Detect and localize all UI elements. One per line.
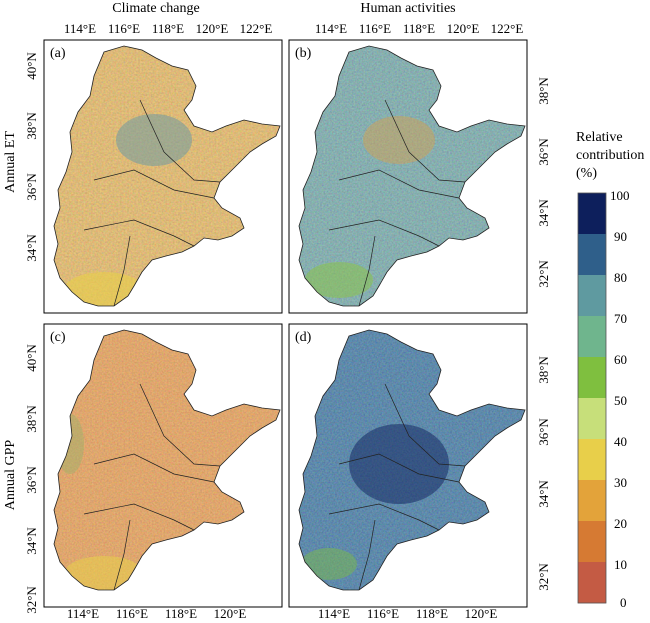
raster-patch [363,116,435,164]
lon-label: 114°E [64,21,96,36]
panel-label: (c) [50,330,66,345]
colorbar-tick: 0 [620,595,627,610]
raster-patch [116,114,192,166]
lon-label: 114°E [318,606,350,621]
lon-label: 118°E [152,21,184,36]
top-lon-labels: 114°E 116°E 118°E 120°E 122°E 114°E 116°… [64,21,523,36]
colorbar-swatch [578,316,606,358]
lon-label: 118°E [165,606,197,621]
colorbar-tick: 100 [610,188,630,203]
colorbar-tick: 50 [614,393,627,408]
panel-label: (d) [295,330,312,345]
lat-label: 36°N [24,173,39,201]
colorbar-tick: 90 [614,229,627,244]
colorbar-swatch [578,357,606,399]
lat-label: 32°N [24,586,39,614]
lat-label: 38°N [536,77,551,105]
right-lat-labels-bottom: 38°N 36°N 34°N 32°N [536,356,551,591]
map-panel-d: (d) [288,323,528,608]
lat-label: 36°N [536,418,551,446]
lon-label: 118°E [416,606,448,621]
province-boundaries [328,99,466,307]
lat-label: 40°N [24,52,39,80]
map-panel-c: (c) [43,323,283,608]
left-lat-labels-bottom: 40°N 38°N 36°N 34°N 32°N [24,344,39,614]
map-panel-b: (b) [288,39,528,314]
panel-label: (b) [295,46,312,61]
lat-label: 40°N [24,344,39,372]
lon-label: 114°E [315,21,347,36]
lon-label: 118°E [403,21,435,36]
lat-label: 36°N [536,138,551,166]
lon-label: 116°E [367,606,399,621]
colorbar-swatch [578,439,606,481]
raster-patch [301,548,357,580]
colorbar-tick: 80 [614,270,627,285]
colorbar-swatch [578,521,606,563]
lon-label: 122°E [491,21,524,36]
bottom-lon-labels: 114°E 116°E 118°E 120°E 114°E 116°E 118°… [67,606,497,621]
raster-patch [305,262,373,298]
lon-label: 116°E [108,21,140,36]
lat-label: 38°N [24,405,39,433]
colorbar-title-line2: contribution [576,148,644,163]
colorbar-swatch [578,275,606,317]
lat-label: 32°N [536,563,551,591]
colorbar-swatch [578,398,606,440]
lat-label: 38°N [24,112,39,140]
province-boundaries [328,383,466,591]
map-panel-a: (a) [43,39,283,314]
column-title-human: Human activities [360,1,455,16]
colorbar-legend: Relative contribution (%) 100 90 80 70 6… [576,130,644,610]
lon-label: 122°E [240,21,273,36]
colorbar-swatch [578,234,606,276]
lat-label: 34°N [536,480,551,508]
colorbar-title-line1: Relative [576,130,623,145]
colorbar-swatch [578,193,606,235]
colorbar-tick: 20 [614,516,627,531]
lon-label: 120°E [465,606,498,621]
province-boundaries [83,383,221,591]
lon-label: 116°E [116,606,148,621]
lat-label: 34°N [536,199,551,227]
row-title-gpp: Annual GPP [3,440,18,511]
colorbar-ticks: 100 90 80 70 60 50 40 30 20 10 0 [610,188,630,610]
colorbar-frame [577,192,607,604]
colorbar-tick: 40 [614,434,627,449]
colorbar-tick: 60 [614,352,627,367]
colorbar-title-line3: (%) [576,166,597,181]
lat-label: 32°N [536,260,551,288]
right-lat-labels-top: 38°N 36°N 34°N 32°N [536,77,551,288]
colorbar-tick: 10 [614,557,627,572]
row-title-et: Annual ET [3,131,18,193]
panel-label: (a) [50,46,66,61]
lon-label: 114°E [67,606,99,621]
lat-label: 36°N [24,466,39,494]
lon-label: 116°E [359,21,391,36]
left-lat-labels-top: 40°N 38°N 36°N 34°N [24,52,39,262]
lat-label: 34°N [24,527,39,555]
colorbar-swatch [578,562,606,604]
colorbar-swatches [577,192,607,604]
province-boundaries [83,99,221,307]
lon-label: 120°E [214,606,247,621]
colorbar-swatch [578,480,606,522]
colorbar-tick: 30 [614,475,627,490]
lon-label: 120°E [196,21,229,36]
lat-label: 38°N [536,356,551,384]
lon-label: 120°E [447,21,480,36]
lat-label: 34°N [24,234,39,262]
colorbar-tick: 70 [614,311,627,326]
column-title-climate: Climate change [112,1,199,16]
